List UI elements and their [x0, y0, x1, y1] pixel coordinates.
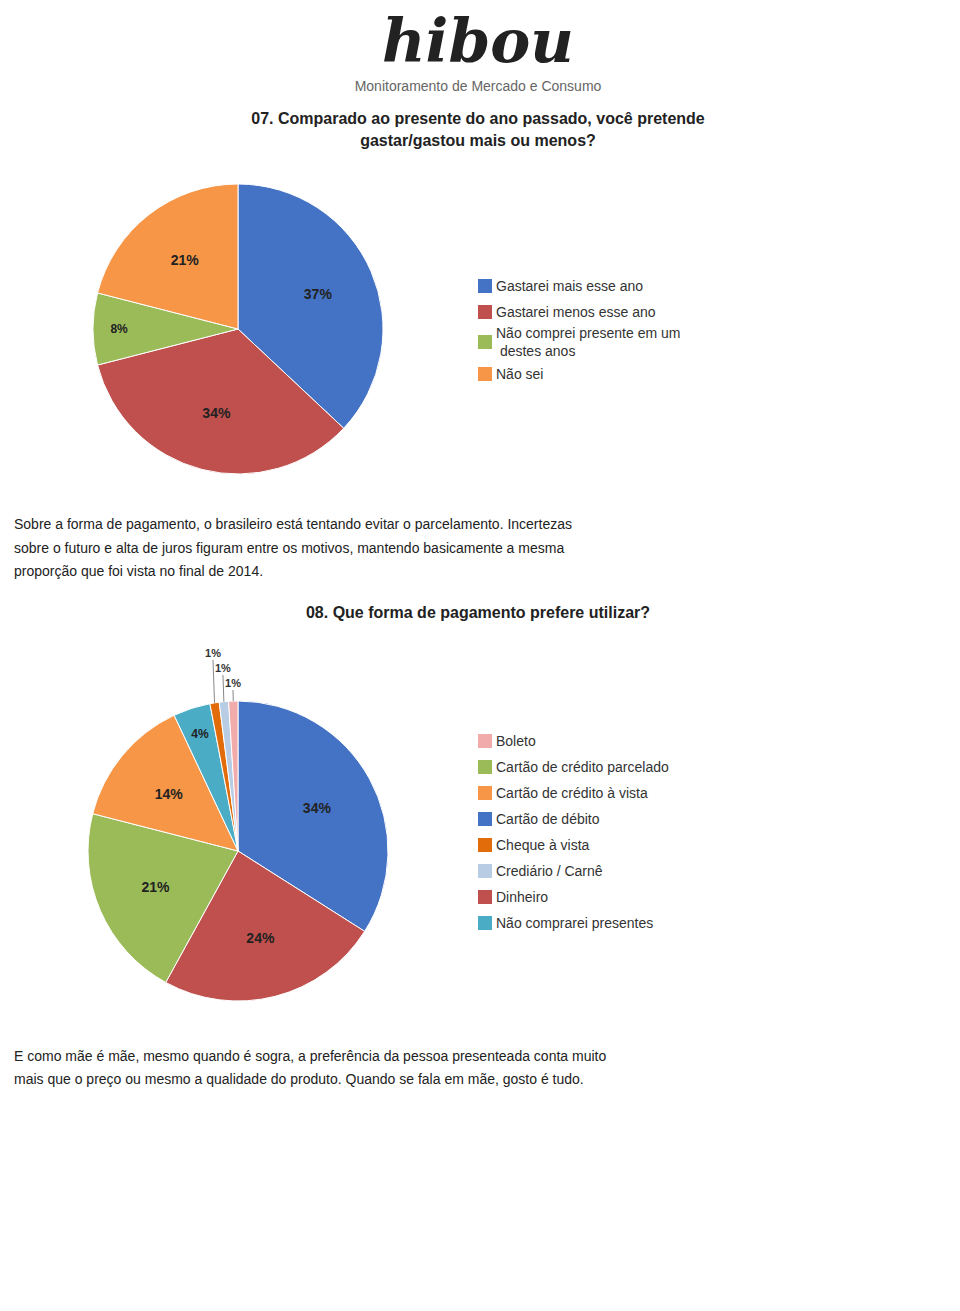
- html-text:E como mãe é mãe, mesmo quando: E como mãe é mãe, mesmo quando é sogra, …: [14, 1047, 607, 1088]
- html-text:Monitoramento de Mercado e Con: Monitoramento de Mercado e Consumo: [354, 78, 602, 94]
- svg-text:34%: 34%: [202, 405, 231, 421]
- svg-text:1%: 1%: [205, 647, 221, 659]
- svg-text:34%: 34%: [303, 799, 332, 815]
- html-text:Sobre a forma de pagamento, o: Sobre a forma de pagamento, o brasileiro…: [14, 515, 572, 580]
- svg-text:1%: 1%: [215, 662, 231, 674]
- html-text:Não comprarei presentes: Não comprarei presentes: [496, 914, 654, 931]
- svg-text:37%: 37%: [304, 286, 333, 302]
- html-text:Não sei: Não sei: [496, 366, 544, 383]
- html-text:Cartão de crédito à vista: Cartão de crédito à vista: [496, 784, 648, 801]
- svg-text:4%: 4%: [191, 727, 209, 741]
- svg-text:14%: 14%: [155, 785, 184, 801]
- html-text:Cartão de crédito parcelado: Cartão de crédito parcelado: [496, 758, 669, 775]
- html-text:Gastarei menos esse ano: Gastarei menos esse ano: [496, 304, 656, 321]
- svg-text:24%: 24%: [246, 930, 275, 946]
- html-text:Dinheiro: Dinheiro: [496, 888, 549, 905]
- html-text:Gastarei mais esse ano: Gastarei mais esse ano: [496, 278, 644, 295]
- html-text:Cartão de débito: Cartão de débito: [496, 810, 600, 827]
- svg-text:21%: 21%: [171, 252, 200, 268]
- svg-text:1%: 1%: [225, 677, 241, 689]
- html-text:Cheque à vista: Cheque à vista: [496, 836, 590, 853]
- html-text:hibou: hibou: [382, 6, 574, 76]
- html-text:07. Comparado ao presente do a: 07. Comparado ao presente do ano passado…: [251, 110, 705, 150]
- html-text:Não comprei presente em um des: Não comprei presente em um destes anos: [496, 324, 681, 359]
- html-text:Boleto: Boleto: [496, 732, 536, 749]
- html-text:08. Que forma de pagamento pre: 08. Que forma de pagamento prefere utili…: [306, 604, 650, 622]
- svg-text:21%: 21%: [141, 878, 170, 894]
- html-text:Crediário / Carnê: Crediário / Carnê: [496, 862, 603, 879]
- svg-text:8%: 8%: [110, 322, 128, 336]
